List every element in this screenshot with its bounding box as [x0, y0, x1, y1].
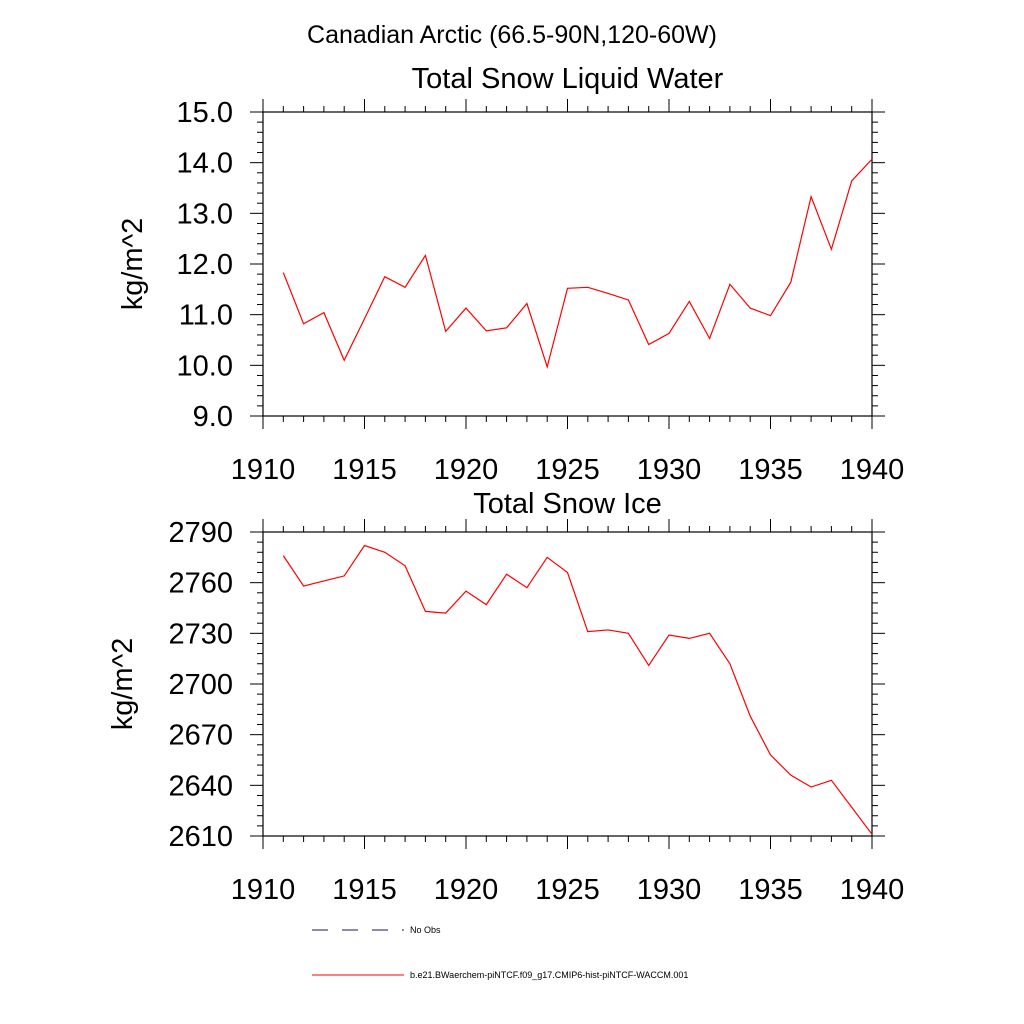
x-tick-label: 1930 — [637, 454, 702, 486]
x-tick-label: 1940 — [840, 874, 905, 906]
x-tick-label: 1920 — [434, 454, 499, 486]
x-tick-label: 1940 — [840, 454, 905, 486]
x-tick-label: 1935 — [738, 454, 803, 486]
figure-suptitle: Canadian Arctic (66.5-90N,120-60W) — [307, 21, 717, 49]
chart-title: Total Snow Ice — [473, 488, 662, 520]
y-tick-label: 13.0 — [177, 198, 233, 230]
y-tick-label: 2700 — [168, 669, 233, 701]
x-tick-label: 1925 — [535, 454, 600, 486]
legend-entry: b.e21.BWaerchem-piNTCF.f09_g17.CMIP6-his… — [312, 970, 688, 980]
series-points — [283, 545, 872, 834]
x-tick-label: 1915 — [332, 454, 397, 486]
y-tick-label: 2730 — [168, 618, 233, 650]
legend: No Obs b.e21.BWaerchem-piNTCF.f09_g17.CMI… — [312, 925, 688, 980]
series-line — [282, 544, 873, 835]
x-tick-label: 1935 — [738, 874, 803, 906]
x-tick-label: 1920 — [434, 874, 499, 906]
series-line — [282, 158, 873, 370]
x-axis: 1910 1915 1920 1925 1930 1935 1940 — [231, 519, 905, 906]
legend-label: No Obs — [410, 925, 441, 935]
y-tick-label: 2790 — [168, 517, 233, 549]
y-tick-label: 2640 — [168, 770, 233, 802]
y-tick-label: 9.0 — [193, 401, 233, 433]
y-tick-label: 15.0 — [177, 97, 233, 129]
y-axis-label: kg/m^2 — [117, 218, 149, 311]
chart-title: Total Snow Liquid Water — [412, 63, 724, 95]
x-tick-label: 1910 — [231, 454, 296, 486]
x-tick-label: 1930 — [637, 874, 702, 906]
y-tick-label: 14.0 — [177, 148, 233, 180]
x-tick-label: 1910 — [231, 874, 296, 906]
x-tick-label: 1925 — [535, 874, 600, 906]
x-axis: 1910 1915 1920 1925 1930 1935 1940 — [231, 99, 905, 486]
y-axis-label: kg/m^2 — [107, 638, 139, 731]
plot-frame — [262, 111, 873, 417]
y-tick-label: 2760 — [168, 568, 233, 600]
y-tick-label: 2610 — [168, 821, 233, 853]
plot-frame — [262, 531, 873, 837]
legend-label: b.e21.BWaerchem-piNTCF.f09_g17.CMIP6-his… — [410, 970, 688, 980]
y-tick-label: 11.0 — [179, 300, 233, 332]
y-tick-label: 10.0 — [177, 350, 233, 382]
x-tick-label: 1915 — [332, 874, 397, 906]
y-tick-label: 12.0 — [177, 249, 233, 281]
legend-entry: No Obs — [312, 925, 441, 935]
y-axis: 9.0 10.0 11.0 12.0 13.0 14.0 15.0 — [177, 97, 885, 433]
y-tick-label: 2670 — [168, 720, 233, 752]
series-points — [283, 159, 872, 367]
y-axis: 2610 2640 2670 2700 2730 2760 2790 — [168, 517, 885, 853]
